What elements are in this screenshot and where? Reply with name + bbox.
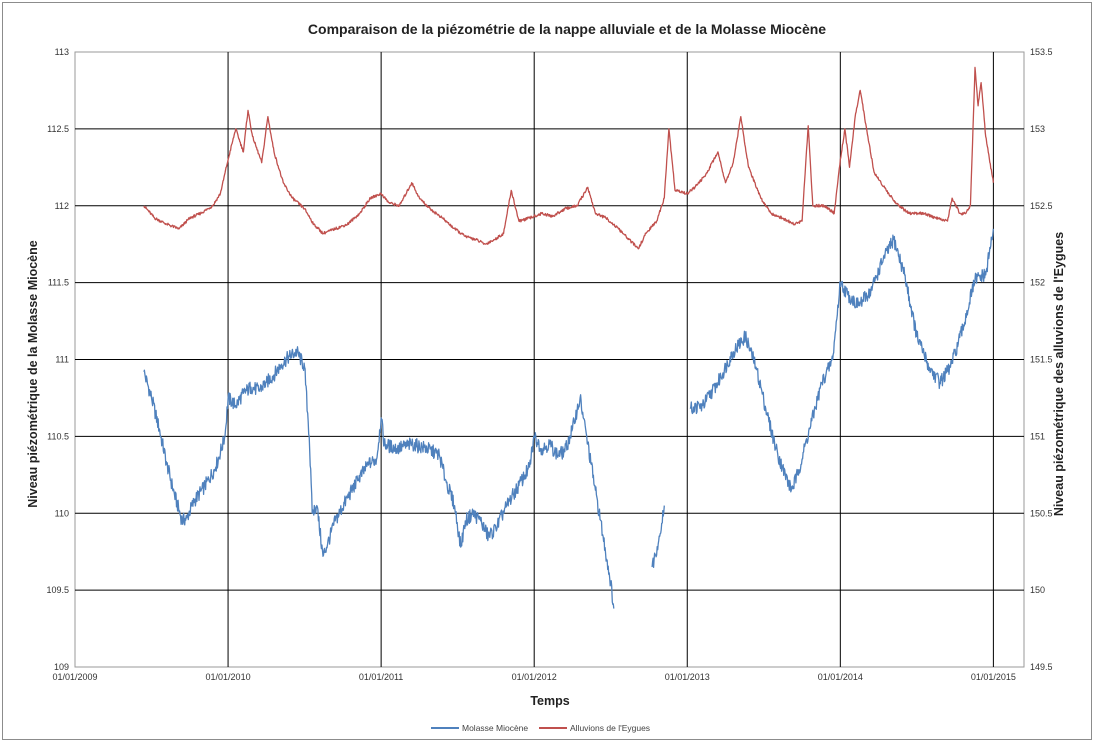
x-tick-label: 01/01/2011 bbox=[359, 672, 403, 682]
chart-title: Comparaison de la piézométrie de la napp… bbox=[308, 21, 826, 37]
y-left-tick-label: 109 bbox=[54, 662, 69, 672]
y-left-tick-label: 112.5 bbox=[47, 124, 69, 134]
x-tick-label: 01/01/2015 bbox=[971, 672, 1016, 682]
y-left-tick-label: 110 bbox=[55, 508, 69, 518]
y-left-tick-label: 109.5 bbox=[46, 585, 69, 595]
y-right-tick-label: 152.5 bbox=[1030, 201, 1053, 211]
y-right-tick-label: 153.5 bbox=[1030, 47, 1053, 57]
x-tick-label: 01/01/2014 bbox=[818, 672, 863, 682]
y-left-tick-label: 113 bbox=[55, 47, 69, 57]
y-axis-left-title: Niveau piézométrique de la Molasse Miocè… bbox=[26, 240, 40, 507]
y-right-tick-label: 149.5 bbox=[1030, 662, 1053, 672]
series-line-molasse bbox=[143, 228, 995, 609]
legend: Molasse Miocène Alluvions de l'Eygues bbox=[431, 723, 650, 733]
y-right-tick-label: 151 bbox=[1030, 431, 1045, 441]
series-line-alluvions bbox=[143, 66, 995, 250]
series-layer bbox=[143, 66, 995, 609]
y-left-tick-label: 112 bbox=[55, 201, 69, 211]
grid bbox=[74, 51, 1025, 668]
y-right-tick-label: 151.5 bbox=[1030, 355, 1053, 365]
axes: 109 109.5 110 110.5 111 111.5 112 112.5 113 149.5… bbox=[46, 47, 1052, 682]
y-right-tick-label: 150 bbox=[1030, 585, 1045, 595]
y-right-tick-label: 153 bbox=[1030, 124, 1045, 134]
x-tick-label: 01/01/2010 bbox=[206, 672, 251, 682]
x-tick-label: 01/01/2012 bbox=[512, 672, 557, 682]
x-tick-label: 01/01/2009 bbox=[52, 672, 97, 682]
y-right-tick-label: 150.5 bbox=[1030, 508, 1053, 518]
legend-label-molasse: Molasse Miocène bbox=[462, 723, 528, 733]
y-axis-right-title: Niveau piézométrique des alluvions de l'… bbox=[1052, 232, 1066, 516]
legend-label-alluvions: Alluvions de l'Eygues bbox=[570, 723, 650, 733]
y-left-tick-label: 111.5 bbox=[48, 278, 69, 288]
y-left-tick-label: 111 bbox=[55, 355, 69, 365]
y-left-tick-label: 110.5 bbox=[47, 431, 69, 441]
x-tick-label: 01/01/2013 bbox=[665, 672, 710, 682]
x-axis-title: Temps bbox=[530, 694, 569, 708]
y-right-tick-label: 152 bbox=[1030, 278, 1045, 288]
